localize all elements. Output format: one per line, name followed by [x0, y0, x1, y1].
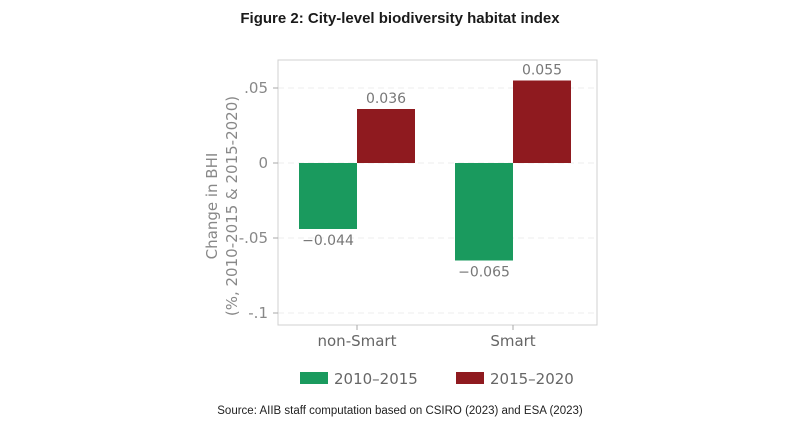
chart-title: Figure 2: City-level biodiversity habita…: [240, 10, 560, 27]
bar: [513, 80, 571, 163]
legend-label: 2010–2015: [334, 370, 418, 388]
y-tick-label: -.05: [239, 229, 268, 247]
data-label: −0.065: [458, 265, 510, 281]
data-label: 0.055: [522, 63, 562, 79]
y-axis-title-line: Change in BHI: [203, 153, 221, 260]
data-label: 0.036: [366, 91, 406, 107]
legend-swatch: [456, 372, 484, 384]
legend: 2010–2015 2015–2020: [300, 370, 574, 388]
data-labels: −0.044 0.036 −0.065 0.055: [302, 63, 562, 281]
axes: .05 0 -.05 -.1 Change in BHI (%, 2010-2015 & …: [203, 59, 598, 350]
bar: [455, 163, 513, 261]
data-label: −0.044: [302, 233, 354, 249]
source-note: Source: AIIB staff computation based on …: [217, 405, 583, 417]
bar: [299, 163, 357, 229]
legend-swatch: [300, 372, 328, 384]
y-tick-label: 0: [258, 154, 268, 172]
x-category-label: Smart: [490, 332, 535, 350]
y-tick-label: .05: [244, 79, 268, 97]
y-axis-title-line: (%, 2010-2015 & 2015-2020): [223, 96, 241, 316]
x-category-label: non-Smart: [318, 332, 397, 350]
legend-label: 2015–2020: [490, 370, 574, 388]
bar: [357, 109, 415, 163]
bars: [299, 80, 571, 261]
y-tick-label: -.1: [248, 304, 268, 322]
plot-frame: [277, 59, 598, 326]
